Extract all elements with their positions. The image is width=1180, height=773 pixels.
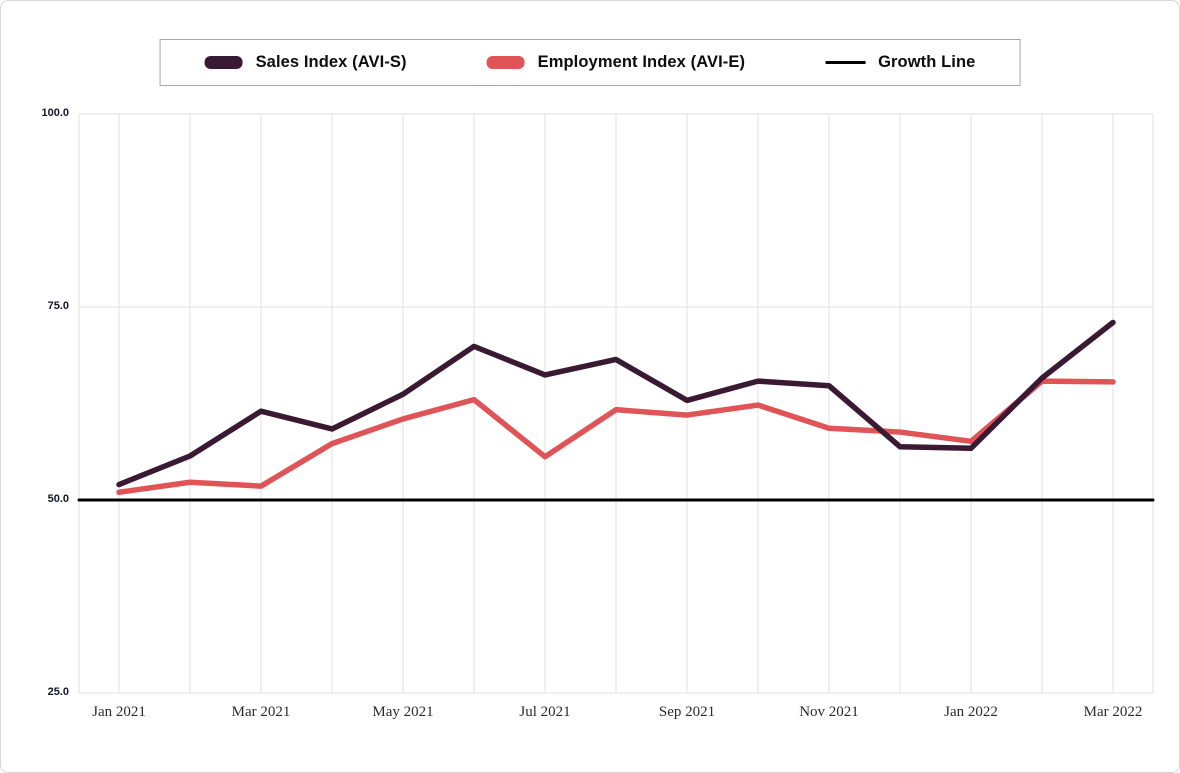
sales-line [116,319,1116,488]
legend-label-growth: Growth Line [878,53,976,71]
y-tick-label: 75.0 [47,300,69,312]
legend-item-employment: Employment Index (AVI-E) [486,53,746,72]
x-tick-label: Mar 2021 [231,704,291,720]
x-tick-label: Jan 2021 [92,704,146,720]
legend-label-employment: Employment Index (AVI-E) [537,53,746,71]
legend: Sales Index (AVI-S) Employment Index (AV… [159,39,1021,86]
x-tick-label: Mar 2022 [1083,704,1143,720]
legend-item-sales: Sales Index (AVI-S) [204,53,407,72]
x-tick-label: Jul 2021 [519,704,571,720]
x-tick-label: May 2021 [372,704,434,720]
employment-line [116,378,1116,496]
legend-label-sales: Sales Index (AVI-S) [255,53,407,71]
legend-item-growth: Growth Line [825,53,975,72]
y-tick-label: 100.0 [41,107,69,119]
y-tick-label: 25.0 [47,686,69,698]
employment-swatch [486,56,525,69]
y-tick-label: 50.0 [47,493,69,505]
x-tick-label: Jan 2022 [944,704,998,720]
x-tick-label: Nov 2021 [799,704,859,720]
growth-line-swatch [825,61,866,64]
sales-swatch [204,56,243,69]
x-tick-label: Sep 2021 [658,704,716,720]
